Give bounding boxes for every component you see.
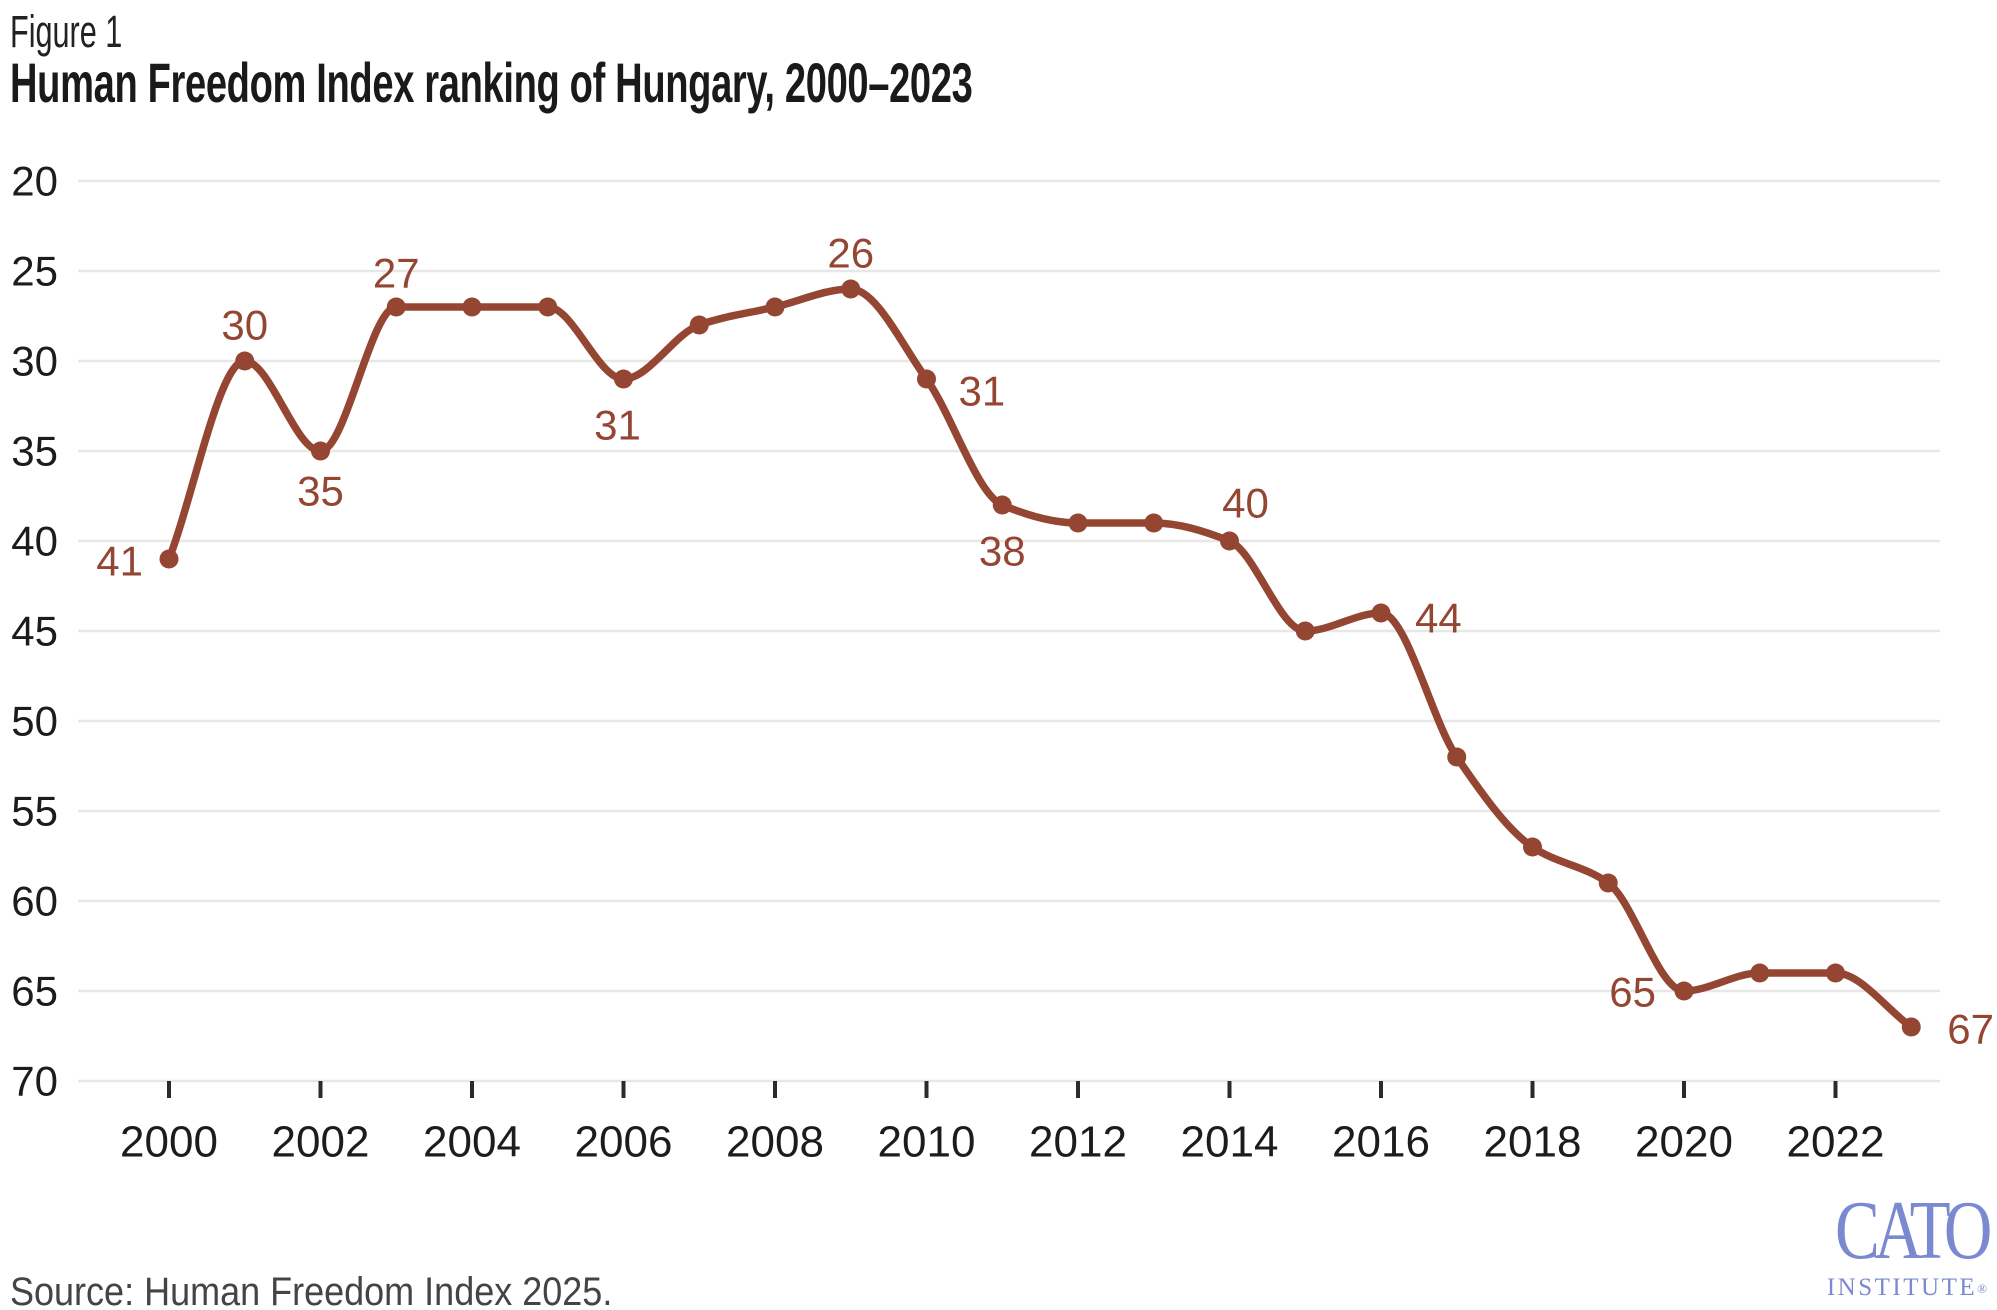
point-label: 35 bbox=[297, 468, 344, 515]
y-tick-label: 50 bbox=[11, 698, 58, 745]
data-point bbox=[1295, 621, 1315, 641]
data-point bbox=[1674, 981, 1694, 1001]
y-tick-label: 35 bbox=[11, 428, 58, 475]
y-tick-label: 30 bbox=[11, 338, 58, 385]
data-point bbox=[1144, 513, 1164, 533]
y-tick-label: 25 bbox=[11, 248, 58, 295]
x-tick-label: 2016 bbox=[1332, 1118, 1430, 1167]
data-point bbox=[311, 441, 330, 461]
data-point bbox=[462, 297, 482, 317]
data-point bbox=[841, 279, 861, 299]
series-line bbox=[165, 285, 1915, 1031]
x-tick-label: 2006 bbox=[575, 1118, 673, 1167]
point-label: 40 bbox=[1222, 480, 1269, 527]
y-tick-label: 60 bbox=[11, 878, 58, 925]
data-point bbox=[1220, 531, 1239, 551]
data-point bbox=[1523, 837, 1542, 857]
point-label: 44 bbox=[1415, 595, 1462, 642]
data-point bbox=[1750, 963, 1770, 983]
data-point bbox=[1447, 747, 1467, 767]
data-point bbox=[917, 369, 936, 389]
y-tick-label: 45 bbox=[11, 608, 58, 655]
x-tick-label: 2000 bbox=[120, 1118, 218, 1167]
point-label: 41 bbox=[96, 538, 143, 585]
figure-label: Figure 1 bbox=[10, 6, 123, 57]
logo-subtitle: INSTITUTE® bbox=[1826, 1274, 1987, 1301]
y-tick-label: 70 bbox=[11, 1058, 58, 1105]
data-point bbox=[1901, 1017, 1921, 1037]
source-note: Source: Human Freedom Index 2025. bbox=[10, 1270, 613, 1310]
x-tick-label: 2014 bbox=[1181, 1118, 1279, 1167]
y-tick-label: 40 bbox=[11, 518, 58, 565]
x-tick-label: 2010 bbox=[878, 1118, 976, 1167]
point-label: 26 bbox=[827, 230, 874, 277]
x-tick-label: 2022 bbox=[1787, 1118, 1885, 1167]
data-point bbox=[1598, 873, 1618, 893]
point-label: 67 bbox=[1947, 1006, 1994, 1053]
data-point bbox=[538, 297, 558, 317]
y-tick-label: 65 bbox=[11, 968, 58, 1015]
x-tick-label: 2004 bbox=[423, 1118, 521, 1167]
point-label: 31 bbox=[594, 402, 641, 449]
data-point bbox=[1826, 963, 1845, 983]
x-tick-label: 2008 bbox=[726, 1118, 824, 1167]
point-label: 65 bbox=[1609, 969, 1656, 1016]
point-label: 38 bbox=[979, 528, 1026, 575]
point-label: 27 bbox=[373, 250, 420, 297]
point-label: 30 bbox=[221, 302, 268, 349]
data-point bbox=[1068, 513, 1088, 533]
data-point bbox=[386, 297, 406, 317]
x-tick-label: 2002 bbox=[272, 1118, 370, 1167]
logo-wordmark: CATO bbox=[1835, 1184, 1992, 1277]
x-tick-label: 2012 bbox=[1029, 1118, 1127, 1167]
data-point bbox=[235, 351, 255, 371]
point-label: 31 bbox=[959, 368, 1006, 415]
data-point bbox=[614, 369, 633, 389]
x-tick-label: 2020 bbox=[1635, 1118, 1733, 1167]
chart-title: Human Freedom Index ranking of Hungary, … bbox=[10, 51, 973, 114]
data-point bbox=[765, 297, 785, 317]
data-point bbox=[992, 495, 1012, 515]
y-tick-label: 20 bbox=[11, 158, 58, 205]
registered-mark: ® bbox=[1977, 1281, 1987, 1296]
y-tick-label: 55 bbox=[11, 788, 58, 835]
data-point bbox=[689, 315, 709, 335]
x-tick-label: 2018 bbox=[1484, 1118, 1582, 1167]
cato-institute-logo: CATO INSTITUTE® bbox=[1797, 1184, 1993, 1301]
data-point bbox=[1371, 603, 1391, 623]
data-point bbox=[159, 549, 179, 569]
